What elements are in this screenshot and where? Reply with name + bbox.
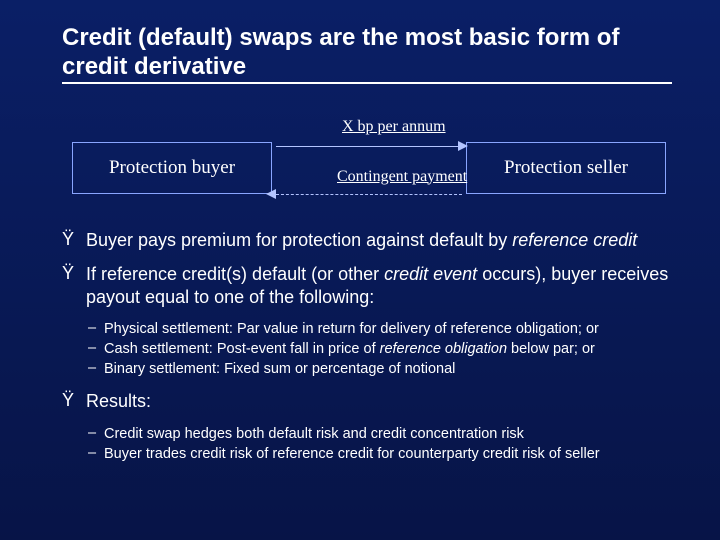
bullet-level-2: –Binary settlement: Fixed sum or percent… xyxy=(88,360,672,378)
sub-bullet-text: Cash settlement: Post-event fall in pric… xyxy=(104,340,672,358)
bullet-level-2: –Cash settlement: Post-event fall in pri… xyxy=(88,340,672,358)
sub-bullet-char: – xyxy=(88,445,104,463)
contingent-arrowhead-icon xyxy=(266,189,276,199)
bullet-level-1: ŸResults: xyxy=(62,390,672,413)
sub-bullet-block: –Credit swap hedges both default risk an… xyxy=(62,425,672,463)
bullet-text: Buyer pays premium for protection agains… xyxy=(86,229,672,252)
premium-arrowhead-icon xyxy=(458,141,468,151)
premium-label: X bp per annum xyxy=(342,118,446,136)
protection-seller-box: Protection seller xyxy=(466,142,666,194)
title-text: Credit (default) swaps are the most basi… xyxy=(62,24,672,84)
bullet-level-1: ŸIf reference credit(s) default (or othe… xyxy=(62,263,672,308)
sub-bullet-text: Binary settlement: Fixed sum or percenta… xyxy=(104,360,672,378)
bullet-level-2: –Credit swap hedges both default risk an… xyxy=(88,425,672,443)
sub-bullet-char: – xyxy=(88,340,104,358)
bullet-text: Results: xyxy=(86,390,672,413)
sub-bullet-text: Physical settlement: Par value in return… xyxy=(104,320,672,338)
bullet-text: If reference credit(s) default (or other… xyxy=(86,263,672,308)
protection-buyer-box: Protection buyer xyxy=(72,142,272,194)
sub-bullet-text: Credit swap hedges both default risk and… xyxy=(104,425,672,443)
premium-arrow-line xyxy=(276,146,462,147)
slide-title: Credit (default) swaps are the most basi… xyxy=(62,24,672,88)
contingent-arrow-line xyxy=(276,194,462,195)
bullet-list: ŸBuyer pays premium for protection again… xyxy=(62,229,672,464)
bullet-level-2: –Physical settlement: Par value in retur… xyxy=(88,320,672,338)
sub-bullet-char: – xyxy=(88,360,104,378)
bullet-char: Ÿ xyxy=(62,390,86,413)
bullet-level-1: ŸBuyer pays premium for protection again… xyxy=(62,229,672,252)
contingent-label: Contingent payment xyxy=(337,168,467,186)
cds-diagram: Protection buyer Protection seller X bp … xyxy=(62,112,672,207)
sub-bullet-block: –Physical settlement: Par value in retur… xyxy=(62,320,672,378)
sub-bullet-char: – xyxy=(88,425,104,443)
sub-bullet-char: – xyxy=(88,320,104,338)
bullet-char: Ÿ xyxy=(62,263,86,308)
sub-bullet-text: Buyer trades credit risk of reference cr… xyxy=(104,445,672,463)
slide: Credit (default) swaps are the most basi… xyxy=(0,0,720,540)
bullet-char: Ÿ xyxy=(62,229,86,252)
bullet-level-2: –Buyer trades credit risk of reference c… xyxy=(88,445,672,463)
